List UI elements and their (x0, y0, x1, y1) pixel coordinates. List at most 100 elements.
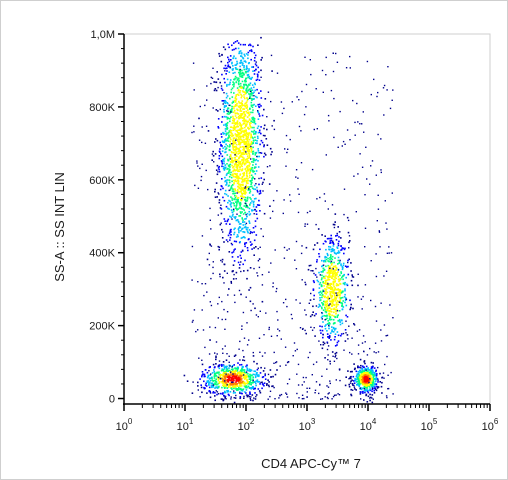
data-point (271, 125, 273, 127)
data-point (213, 371, 216, 373)
data-point (337, 283, 339, 286)
data-point (326, 282, 329, 284)
data-point (374, 378, 376, 380)
data-point (319, 281, 322, 284)
data-point (215, 182, 218, 184)
data-point (248, 155, 251, 158)
data-point (224, 99, 226, 102)
data-point (359, 369, 362, 372)
data-point (239, 168, 241, 170)
data-point (215, 89, 218, 92)
data-point (244, 80, 246, 82)
data-point (258, 381, 260, 383)
data-point (337, 303, 340, 306)
data-point (222, 372, 225, 375)
data-point (241, 64, 244, 66)
data-point (259, 391, 262, 394)
data-point (209, 392, 212, 394)
data-point (257, 103, 259, 106)
data-point (226, 181, 228, 184)
data-point (223, 368, 226, 370)
data-point (221, 54, 223, 56)
data-point (253, 73, 256, 75)
data-point (240, 159, 243, 161)
data-point (365, 393, 368, 396)
data-point (370, 165, 372, 167)
data-point (235, 387, 237, 390)
data-point (369, 389, 372, 392)
data-point (223, 366, 226, 369)
data-point (226, 121, 229, 124)
data-point (242, 236, 245, 238)
data-point (328, 327, 330, 330)
data-point (330, 303, 332, 306)
data-point (237, 235, 239, 238)
data-point (360, 298, 363, 300)
data-point (302, 327, 304, 330)
data-point (321, 312, 323, 314)
data-point (331, 269, 333, 271)
data-point (330, 255, 332, 258)
data-point (336, 315, 339, 317)
data-point (312, 280, 315, 282)
data-point (359, 377, 362, 379)
data-point (324, 325, 326, 327)
data-point (245, 101, 248, 104)
data-point (319, 196, 321, 199)
data-point (246, 344, 249, 346)
data-point (233, 355, 236, 357)
data-point (338, 291, 340, 293)
data-point (341, 276, 343, 279)
data-point (239, 143, 241, 146)
data-point (236, 388, 238, 390)
data-point (241, 104, 243, 106)
data-point (251, 106, 254, 109)
data-point (237, 201, 240, 203)
data-point (248, 122, 251, 124)
data-point (231, 159, 233, 161)
data-point (241, 61, 243, 64)
data-point (325, 293, 328, 295)
data-point (310, 73, 312, 76)
data-point (366, 378, 369, 381)
data-point (327, 286, 329, 289)
data-point (276, 287, 278, 290)
data-point (233, 233, 235, 236)
data-point (356, 381, 358, 383)
data-point (225, 369, 228, 371)
data-point (325, 296, 328, 299)
data-point (245, 143, 248, 145)
data-point (320, 398, 322, 400)
data-point (241, 146, 244, 148)
data-point (222, 141, 225, 143)
data-point (235, 139, 237, 141)
data-point (309, 59, 311, 61)
data-point (238, 377, 241, 379)
data-point (264, 352, 266, 354)
data-point (312, 288, 315, 290)
data-point (246, 99, 249, 102)
data-point (256, 127, 259, 129)
data-point (227, 56, 229, 59)
data-point (234, 152, 237, 155)
data-point (252, 70, 254, 72)
data-point (248, 75, 251, 78)
data-point (363, 369, 366, 371)
data-point (234, 126, 237, 129)
data-point (239, 73, 242, 75)
data-point (240, 223, 242, 225)
data-point (330, 248, 333, 251)
data-point (209, 379, 212, 382)
data-point (261, 114, 264, 117)
data-point (214, 190, 216, 193)
data-point (330, 339, 332, 341)
data-point (356, 378, 358, 380)
data-point (216, 353, 218, 355)
data-point (221, 89, 224, 91)
data-point (213, 81, 215, 83)
data-point (255, 314, 258, 316)
data-point (340, 237, 342, 239)
data-point (243, 139, 245, 141)
data-point (233, 125, 236, 128)
data-point (358, 366, 360, 369)
